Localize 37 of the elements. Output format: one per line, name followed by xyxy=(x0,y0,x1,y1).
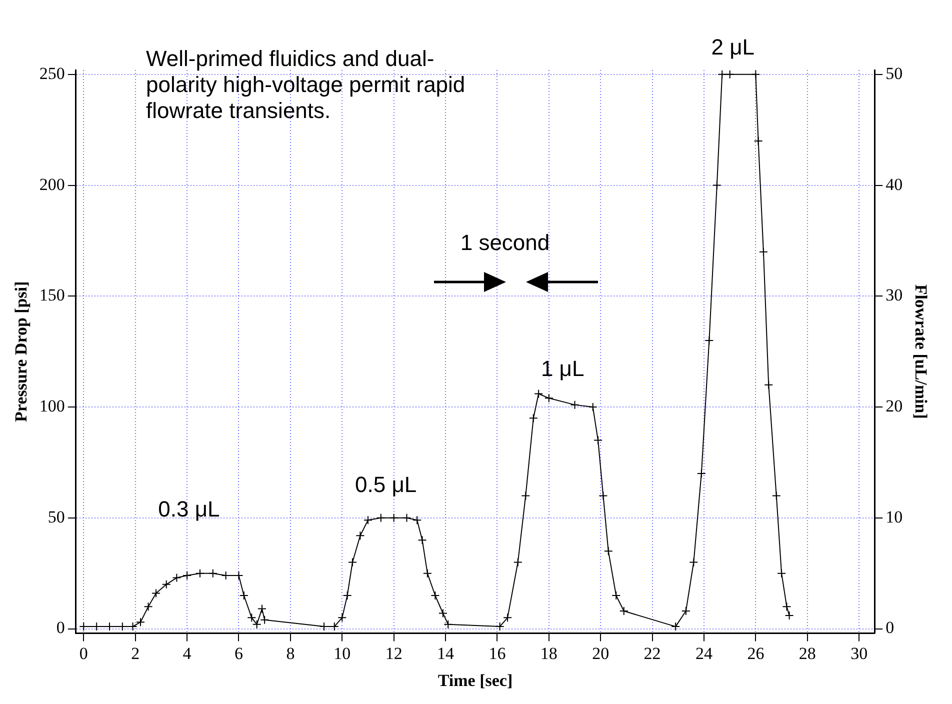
x-tick-label: 24 xyxy=(696,644,714,663)
y-tick-label: 0 xyxy=(56,618,65,638)
x-tick-label: 4 xyxy=(182,644,192,663)
x-axis-title: Time [sec] xyxy=(438,671,513,690)
y2-tick-label: 40 xyxy=(886,174,903,194)
x-tick-label: 6 xyxy=(234,644,243,663)
x-tick-label: 10 xyxy=(334,644,351,663)
x-tick-label: 0 xyxy=(79,644,88,663)
y2-tick-label: 50 xyxy=(886,64,903,83)
annotation: 1 μL xyxy=(540,356,584,381)
y-tick-label: 250 xyxy=(39,64,65,83)
annotation: Well-primed fluidics and dual-polarity high-voltage permit rapid flowrate transients. xyxy=(146,46,466,124)
x-tick-label: 20 xyxy=(592,644,610,663)
y-tick-label: 100 xyxy=(39,396,65,416)
x-tick-label: 12 xyxy=(385,644,402,663)
x-tick-label: 22 xyxy=(644,644,661,663)
y-tick-label: 50 xyxy=(48,507,65,526)
y2-tick-label: 20 xyxy=(886,396,903,416)
x-tick-label: 2 xyxy=(131,644,140,663)
x-tick-label: 28 xyxy=(798,644,816,663)
annotation: 0.5 μL xyxy=(355,472,417,497)
y-tick-label: 200 xyxy=(39,174,65,194)
x-tick-label: 16 xyxy=(488,644,506,663)
x-tick-label: 14 xyxy=(437,644,455,663)
y2-tick-label: 0 xyxy=(886,618,894,638)
x-tick-label: 8 xyxy=(286,644,295,663)
annotation: 0.3 μL xyxy=(158,496,220,522)
y-tick-label: 150 xyxy=(39,286,65,305)
y-axis-title: Pressure Drop [psi] xyxy=(12,281,31,422)
y2-tick-label: 30 xyxy=(886,286,903,305)
x-tick-label: 18 xyxy=(540,644,558,663)
annotation: 1 second xyxy=(459,230,551,256)
annotation: 2 μL xyxy=(711,34,754,60)
y2-tick-label: 10 xyxy=(886,507,903,526)
x-tick-label: 30 xyxy=(850,644,868,663)
y2-axis-title: Flowrate [uL/min] xyxy=(911,284,930,419)
x-tick-label: 26 xyxy=(747,644,764,663)
